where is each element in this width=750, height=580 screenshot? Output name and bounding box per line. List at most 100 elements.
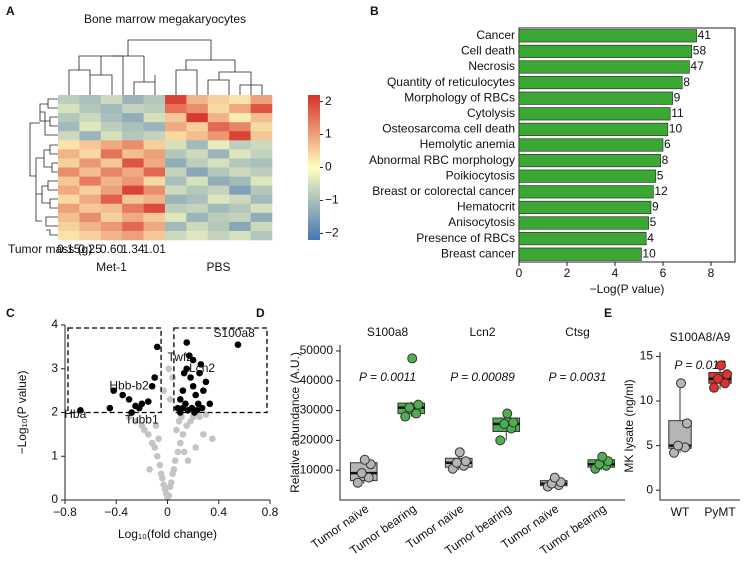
count-label: 10 xyxy=(669,122,683,136)
heatmap-cell xyxy=(229,194,251,205)
heatmap-cell xyxy=(79,104,102,114)
heatmap-cell xyxy=(186,104,209,114)
heatmap-cell xyxy=(207,167,230,177)
data-point xyxy=(144,398,152,405)
heatmap-cell xyxy=(79,194,102,205)
data-point xyxy=(234,341,242,348)
heatmap-cell xyxy=(207,185,230,195)
heatmap-cell xyxy=(250,185,273,195)
heatmap-cell xyxy=(186,212,209,223)
data-point xyxy=(549,472,560,483)
y-axis-label: Relative abundance (A.U.) xyxy=(288,352,302,493)
heatmap-cell xyxy=(186,131,209,141)
data-point xyxy=(196,369,203,377)
heatmap-cell xyxy=(122,140,144,150)
heatmap-cell xyxy=(122,158,144,168)
category-label: Breast or colorectal cancer xyxy=(372,184,515,198)
heatmap-cell xyxy=(207,149,230,159)
heatmap-cell xyxy=(207,194,230,205)
heatmap-cell xyxy=(100,122,123,132)
data-point xyxy=(197,361,205,368)
heatmap-cell xyxy=(58,140,80,150)
heatmap-cell xyxy=(165,158,187,168)
data-point xyxy=(192,391,199,399)
data-point xyxy=(128,409,135,416)
data-point xyxy=(171,457,179,464)
heatmap-cell xyxy=(100,212,123,223)
y-tick-label: 20000 xyxy=(300,433,334,447)
y-tick-label: 30000 xyxy=(300,403,334,417)
heatmap-cell xyxy=(122,104,144,114)
count-label: 10 xyxy=(642,246,656,260)
x-tick-label: 2 xyxy=(564,266,571,280)
y-axis-label: MK lysate (ng/ml) xyxy=(622,379,636,472)
gene-label: Tubb1 xyxy=(125,413,159,427)
heatmap-cell xyxy=(100,221,123,232)
heatmap-cell xyxy=(143,149,166,159)
heatmap-cell xyxy=(165,149,187,159)
heatmap-cell xyxy=(165,194,187,205)
bar xyxy=(518,185,654,199)
heatmap-cell xyxy=(186,167,209,177)
heatmap-cell xyxy=(79,167,102,177)
heatmap-cell xyxy=(100,140,123,150)
heatmap-cell xyxy=(143,221,166,232)
heatmap-cell xyxy=(58,221,80,232)
count-label: 5 xyxy=(650,215,657,229)
heatmap-cell xyxy=(79,212,102,223)
category-label: Cell death xyxy=(461,44,515,58)
heatmap-cell xyxy=(186,230,209,241)
panel-label: B xyxy=(370,4,379,18)
heatmap-cell xyxy=(207,212,230,223)
heatmap-cell xyxy=(122,194,144,205)
data-point xyxy=(709,382,719,393)
panel-label: D xyxy=(256,306,265,320)
heatmap-cell xyxy=(122,131,144,141)
x-tick-label: PyMT xyxy=(704,505,736,519)
data-point xyxy=(173,426,180,434)
heatmap-cell xyxy=(100,194,123,205)
colorbar xyxy=(308,95,320,240)
heatmap-cell xyxy=(79,131,102,141)
data-point xyxy=(597,451,608,462)
y-tick-label: 5 xyxy=(646,438,653,452)
heatmap-cell xyxy=(58,113,80,123)
annotation-label: Tumor mass (g) xyxy=(8,242,92,256)
y-tick-label: 50000 xyxy=(300,343,334,357)
heatmap-cell xyxy=(229,104,251,114)
heatmap-cell xyxy=(122,95,144,105)
y-tick-label: 10000 xyxy=(300,462,334,476)
heatmap-cell xyxy=(58,230,80,241)
annotation-value: 1.34 xyxy=(121,242,145,256)
gene-label: Hba xyxy=(64,407,86,421)
category-label: Abnormal RBC morphology xyxy=(369,153,515,167)
colorbar-tick-label: −2 xyxy=(325,226,339,240)
bar xyxy=(518,29,697,43)
colorbar-tick-label: 0 xyxy=(325,160,332,174)
heatmap-cell xyxy=(58,176,80,186)
data-point xyxy=(722,369,732,380)
data-point xyxy=(189,356,197,364)
heatmap-cell xyxy=(79,185,102,195)
data-point xyxy=(200,387,207,394)
x-tick-label: 0 xyxy=(164,505,171,519)
x-tick-label: 0.4 xyxy=(210,505,227,519)
heatmap-cell xyxy=(143,95,166,105)
data-point xyxy=(676,378,686,389)
subplot-title: S100a8 xyxy=(367,325,409,339)
data-point xyxy=(359,454,370,465)
data-point xyxy=(160,387,167,394)
bar xyxy=(518,169,657,183)
heatmap-cell xyxy=(186,140,209,150)
heatmap-cell xyxy=(143,140,166,150)
category-label: Morphology of RBCs xyxy=(404,90,515,104)
data-point xyxy=(162,490,170,497)
category-label: Breast cancer xyxy=(441,246,515,260)
group-label: Met-1 xyxy=(96,260,127,274)
bar xyxy=(518,44,693,58)
heatmap-cell xyxy=(79,113,102,123)
data-point xyxy=(174,448,182,456)
bar xyxy=(518,216,649,230)
subplot-title: Ctsg xyxy=(565,325,590,339)
data-point xyxy=(185,352,193,359)
